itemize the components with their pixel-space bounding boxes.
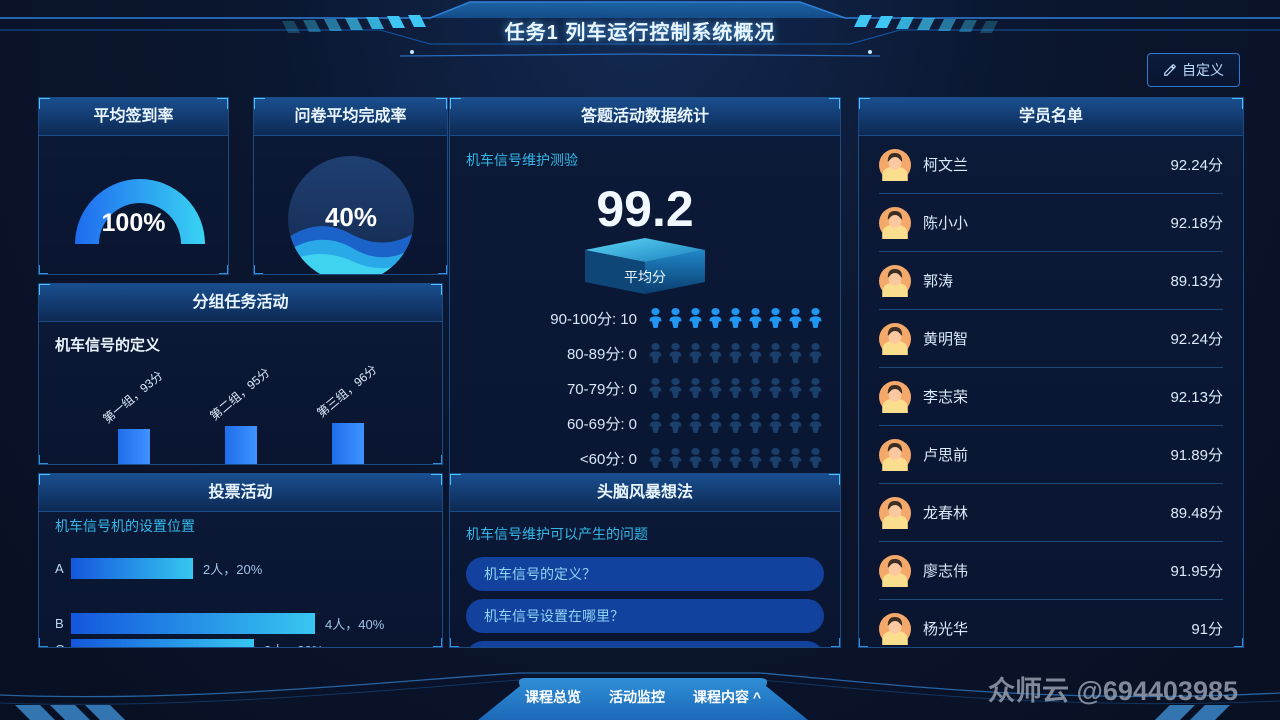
svg-text:40%: 40% — [324, 202, 376, 232]
svg-text:平均分: 平均分 — [624, 269, 666, 285]
